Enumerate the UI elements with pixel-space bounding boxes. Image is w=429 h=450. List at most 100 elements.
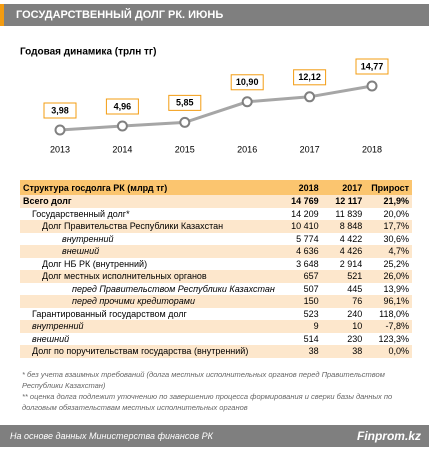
cell: 4 636 bbox=[277, 245, 322, 258]
cell: 657 bbox=[277, 270, 322, 283]
cell: 118,0% bbox=[365, 307, 412, 320]
cell: 0,0% bbox=[365, 345, 412, 358]
cell: 3 648 bbox=[277, 257, 322, 270]
cell: 10 bbox=[321, 320, 366, 333]
cell: 10 410 bbox=[277, 220, 322, 233]
brand: Finprom.kz bbox=[356, 429, 421, 443]
value-label: 10,90 bbox=[236, 77, 259, 87]
table-row: Долг местных исполнительных органов 657 52… bbox=[20, 270, 412, 283]
th: 2018 bbox=[277, 180, 322, 195]
table-row: Гарантированный государством долг 523 240 1… bbox=[20, 307, 412, 320]
cell: 4 422 bbox=[321, 232, 366, 245]
cell: Всего долг bbox=[20, 195, 278, 208]
cell: 13,9% bbox=[365, 282, 412, 295]
label-box bbox=[43, 102, 77, 119]
cell: внутренний bbox=[20, 232, 278, 245]
note: * без учета взаимных требований (долга м… bbox=[22, 370, 385, 390]
cell: 445 bbox=[321, 282, 366, 295]
table-row: Долг по поручительствам государства (вну… bbox=[20, 345, 412, 358]
cell: внешний bbox=[20, 332, 278, 345]
cell: перед прочими кредиторами bbox=[20, 295, 278, 308]
x-tick-label: 2016 bbox=[237, 144, 257, 154]
cell: Долг Правительства Республики Казахстан bbox=[20, 220, 278, 233]
cell: 507 bbox=[277, 282, 322, 295]
cell: 11 839 bbox=[321, 207, 366, 220]
cell: 38 bbox=[321, 345, 366, 358]
cell: 25,2% bbox=[365, 257, 412, 270]
point bbox=[304, 91, 316, 103]
line bbox=[59, 84, 373, 132]
cell: 9 bbox=[277, 320, 322, 333]
cell: 38 bbox=[277, 345, 322, 358]
cell: внешний bbox=[20, 245, 278, 258]
table-row: внешний 4 636 4 426 4,7% bbox=[20, 245, 412, 258]
notes: * без учета взаимных требований (долга м… bbox=[22, 369, 412, 413]
cell: 21,9% bbox=[365, 195, 412, 208]
cell: Долг НБ РК (внутренний) bbox=[20, 257, 278, 270]
chart-title: Годовая динамика (трлн тг) bbox=[20, 47, 156, 58]
th: Структура госдолга РК (млрд тг) bbox=[20, 180, 278, 195]
cell: 12 117 bbox=[321, 195, 366, 208]
cell: 514 bbox=[277, 332, 322, 345]
table-row: Долг НБ РК (внутренний) 3 648 2 914 25,2% bbox=[20, 257, 412, 270]
source: На основе данных Министерства финансов Р… bbox=[10, 431, 213, 441]
cell: 4,7% bbox=[365, 245, 412, 258]
cell: 8 848 bbox=[321, 220, 366, 233]
cell: 5 774 bbox=[277, 232, 322, 245]
label-box bbox=[105, 98, 139, 115]
cell: Гарантированный государством долг bbox=[20, 307, 278, 320]
value-label: 14,77 bbox=[361, 61, 384, 71]
table-row: внешний 514 230 123,3% bbox=[20, 332, 412, 345]
cell: Долг по поручительствам государства (вну… bbox=[20, 345, 278, 358]
value-label: 5,85 bbox=[176, 98, 194, 108]
note: ** оценка долга подлежит уточнению по за… bbox=[22, 392, 393, 412]
cell: Государственный долг* bbox=[20, 207, 278, 220]
cell: 4 426 bbox=[321, 245, 366, 258]
value-label: 3,98 bbox=[51, 105, 69, 115]
footer: На основе данных Министерства финансов Р… bbox=[0, 425, 429, 447]
th: 2017 bbox=[321, 180, 366, 195]
cell: 150 bbox=[277, 295, 322, 308]
cell: 521 bbox=[321, 270, 366, 283]
table-row: Всего долг 14 769 12 117 21,9% bbox=[20, 195, 412, 208]
table-row: перед Правительством Республики Казахста… bbox=[20, 282, 412, 295]
cell: 20,0% bbox=[365, 207, 412, 220]
label-box bbox=[293, 69, 327, 86]
table-row: перед прочими кредиторами 150 76 96,1% bbox=[20, 295, 412, 308]
cell: 240 bbox=[321, 307, 366, 320]
point bbox=[116, 120, 128, 132]
debt-table: Структура госдолга РК (млрд тг) 2018 2017 П… bbox=[20, 180, 412, 358]
cell: 2 914 bbox=[321, 257, 366, 270]
th: Прирост bbox=[365, 180, 412, 195]
point bbox=[54, 124, 66, 136]
x-tick-label: 2014 bbox=[112, 144, 132, 154]
cell: 30,6% bbox=[365, 232, 412, 245]
label-box bbox=[355, 58, 389, 75]
cell: перед Правительством Республики Казахста… bbox=[20, 282, 278, 295]
cell: 96,1% bbox=[365, 295, 412, 308]
cell: -7,8% bbox=[365, 320, 412, 333]
header-title: ГОСУДАРСТВЕННЫЙ ДОЛГ РК. ИЮНЬ bbox=[0, 4, 429, 26]
cell: Долг местных исполнительных органов bbox=[20, 270, 278, 283]
point bbox=[366, 80, 378, 92]
x-tick-label: 2013 bbox=[50, 144, 70, 154]
cell: 14 769 bbox=[277, 195, 322, 208]
cell: 230 bbox=[321, 332, 366, 345]
cell: 123,3% bbox=[365, 332, 412, 345]
value-label: 4,96 bbox=[114, 101, 132, 111]
cell: внутренний bbox=[20, 320, 278, 333]
table-row: внутренний 5 774 4 422 30,6% bbox=[20, 232, 412, 245]
table-row: Государственный долг* 14 209 11 839 20,0% bbox=[20, 207, 412, 220]
table-row: внутренний 9 10 -7,8% bbox=[20, 320, 412, 333]
value-label: 12,12 bbox=[298, 72, 321, 82]
cell: 14 209 bbox=[277, 207, 322, 220]
x-tick-label: 2015 bbox=[175, 144, 195, 154]
table-row: Долг Правительства Республики Казахстан 1… bbox=[20, 220, 412, 233]
point bbox=[179, 116, 191, 128]
point bbox=[241, 96, 253, 108]
x-tick-label: 2018 bbox=[362, 144, 382, 154]
cell: 523 bbox=[277, 307, 322, 320]
x-tick-label: 2017 bbox=[300, 144, 320, 154]
label-box bbox=[168, 94, 202, 111]
